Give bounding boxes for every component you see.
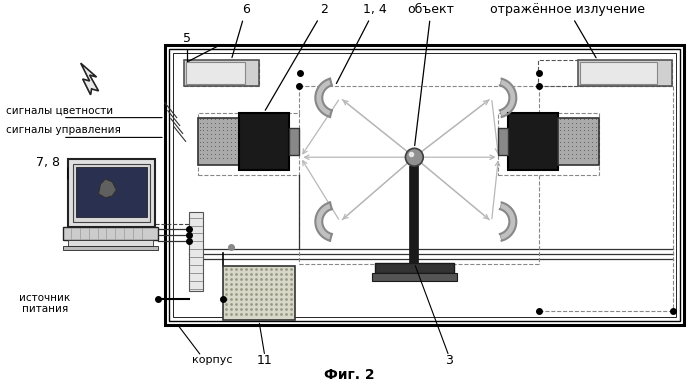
Text: объект: объект xyxy=(408,3,454,146)
Polygon shape xyxy=(315,79,332,117)
Bar xyxy=(73,164,150,222)
Bar xyxy=(578,60,671,86)
Bar xyxy=(372,273,457,281)
Polygon shape xyxy=(315,202,332,241)
Bar xyxy=(68,240,153,246)
Bar xyxy=(288,127,299,155)
Bar xyxy=(169,49,680,321)
Bar xyxy=(579,62,657,84)
Bar xyxy=(198,113,299,175)
Text: 3: 3 xyxy=(445,354,453,367)
Text: 7, 8: 7, 8 xyxy=(36,156,60,169)
Bar xyxy=(375,263,454,273)
Bar xyxy=(498,113,600,175)
Bar xyxy=(63,246,158,250)
Text: 1, 4: 1, 4 xyxy=(336,3,387,83)
Text: отражённое излучение: отражённое излучение xyxy=(490,3,645,58)
Bar xyxy=(239,113,288,170)
Bar xyxy=(173,53,676,317)
Text: 2: 2 xyxy=(265,3,328,110)
Circle shape xyxy=(406,148,423,166)
Polygon shape xyxy=(81,63,98,95)
Bar xyxy=(223,266,295,319)
Bar xyxy=(76,167,147,217)
Bar xyxy=(558,118,600,165)
Bar xyxy=(538,60,671,86)
Bar xyxy=(63,227,158,240)
Text: Фиг. 2: Фиг. 2 xyxy=(324,368,374,382)
Polygon shape xyxy=(500,202,517,241)
Text: сигналы управления: сигналы управления xyxy=(6,126,121,136)
Bar xyxy=(198,118,239,165)
Text: сигналы цветности: сигналы цветности xyxy=(6,106,114,116)
Bar xyxy=(498,127,508,155)
Bar xyxy=(188,212,203,291)
Bar xyxy=(184,60,259,86)
Bar xyxy=(184,60,259,86)
Text: 11: 11 xyxy=(257,354,273,367)
Bar xyxy=(508,113,558,170)
Polygon shape xyxy=(500,79,517,117)
Text: корпус: корпус xyxy=(192,355,232,365)
Text: 6: 6 xyxy=(232,3,250,58)
Bar xyxy=(186,62,245,84)
Text: 5: 5 xyxy=(183,32,191,45)
Text: источник
питания: источник питания xyxy=(20,293,70,314)
Bar xyxy=(68,159,155,227)
Polygon shape xyxy=(98,179,117,198)
Bar xyxy=(165,45,683,324)
